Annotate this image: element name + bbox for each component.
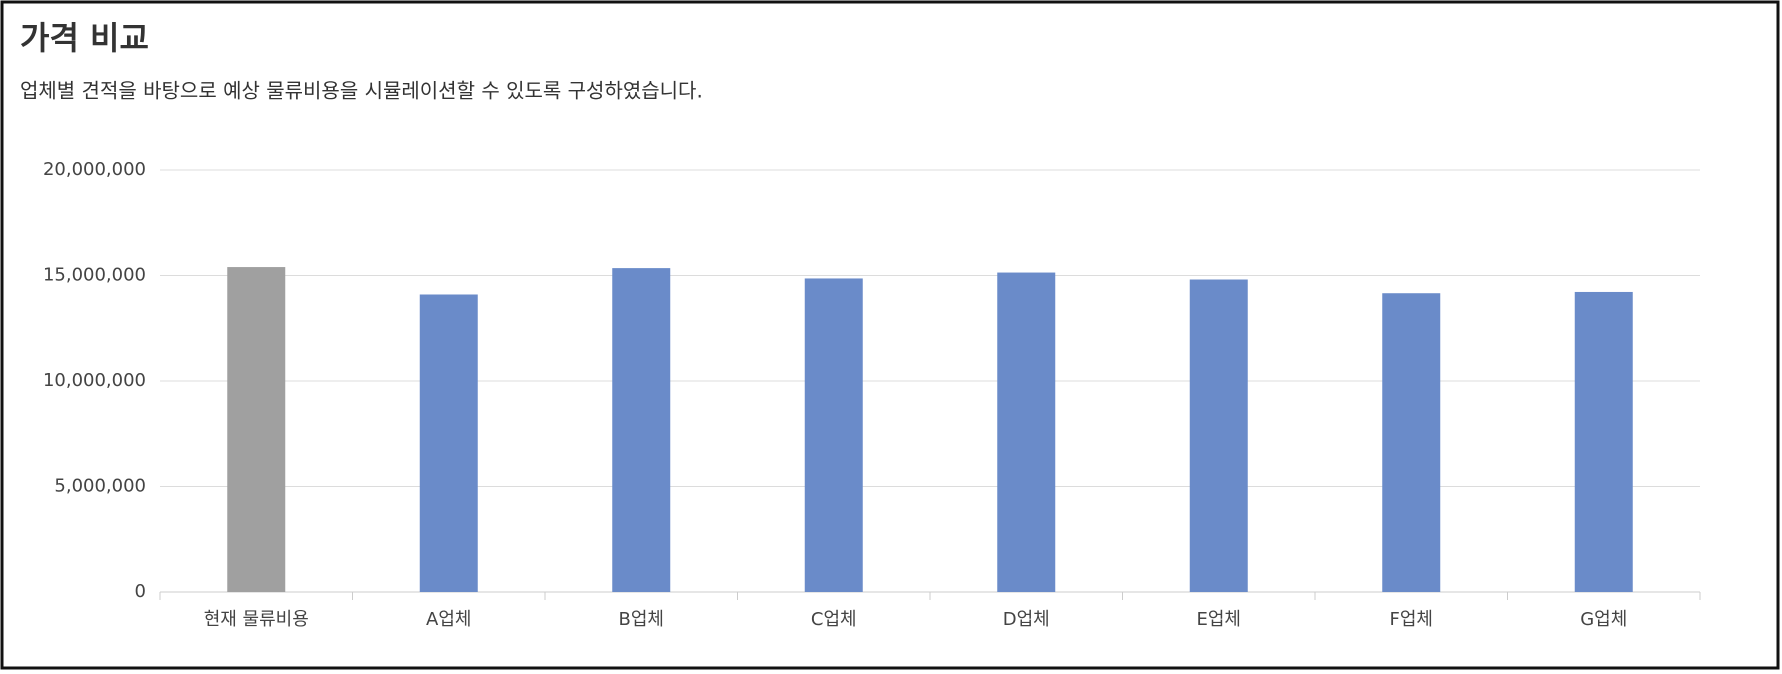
bar (1189, 279, 1248, 592)
x-tick-label: 현재 물류비용 (204, 609, 309, 630)
x-tick-label: F업체 (1390, 609, 1433, 630)
y-tick-label: 5,000,000 (54, 476, 146, 497)
x-tick-label: B업체 (619, 609, 664, 630)
y-tick-label: 10,000,000 (43, 370, 146, 391)
bar (1574, 291, 1633, 592)
x-tick-label: A업체 (426, 609, 471, 630)
x-tick-label: C업체 (811, 609, 857, 630)
x-tick-label: E업체 (1197, 609, 1242, 630)
bar (804, 278, 863, 592)
y-tick-label: 0 (135, 581, 146, 602)
y-tick-label: 15,000,000 (43, 265, 146, 286)
x-tick-label: D업체 (1003, 609, 1050, 630)
chart-subtitle: 업체별 견적을 바탕으로 예상 물류비용을 시뮬레이션할 수 있도록 구성하였습… (20, 79, 703, 103)
y-tick-label: 20,000,000 (43, 159, 146, 180)
bar (612, 268, 671, 592)
bar (997, 272, 1056, 592)
x-tick-label: G업체 (1580, 609, 1627, 630)
bar (1382, 293, 1441, 592)
bar (227, 267, 286, 592)
chart-title: 가격 비교 (20, 19, 149, 57)
bar (419, 294, 478, 592)
